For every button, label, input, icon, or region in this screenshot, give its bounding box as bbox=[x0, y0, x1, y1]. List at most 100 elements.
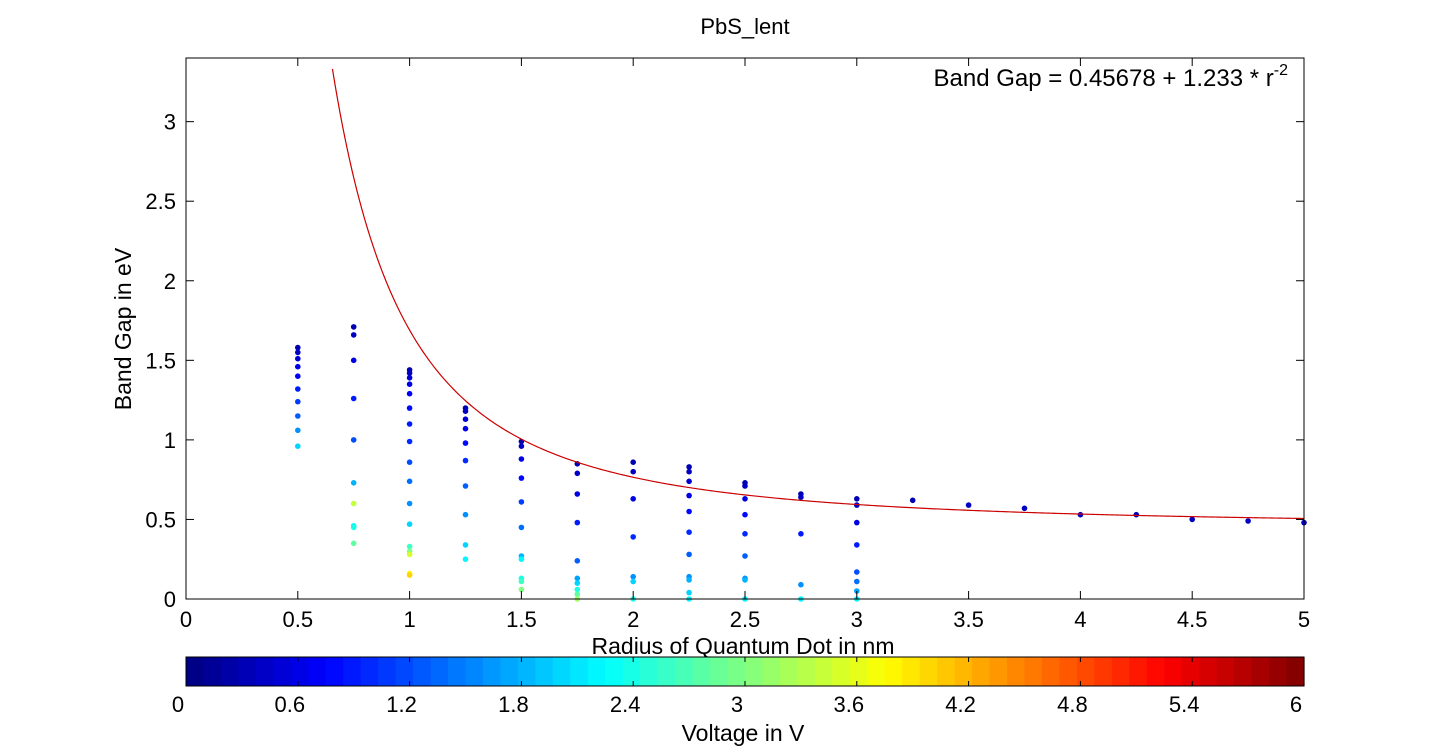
x-tick-label: 1 bbox=[403, 607, 415, 632]
data-point bbox=[406, 390, 413, 397]
data-point bbox=[406, 421, 413, 427]
x-axis-title: Radius of Quantum Dot in nm bbox=[592, 633, 895, 659]
colorbar-cell bbox=[220, 657, 240, 686]
data-point bbox=[350, 324, 357, 330]
data-point bbox=[295, 427, 301, 434]
y-tick-label: 0 bbox=[164, 587, 176, 612]
data-point bbox=[295, 443, 301, 450]
colorbar-cell bbox=[1076, 657, 1095, 686]
chart-title: PbS_lent bbox=[700, 14, 789, 39]
colorbar-cell bbox=[238, 657, 257, 686]
colorbar-cell bbox=[902, 657, 921, 686]
colorbar-cell bbox=[1059, 657, 1078, 686]
colorbar: 0 0.6 1.2 1.8 2.4 3 3.6 4.2 4.8 5.4 6 bbox=[172, 656, 1305, 717]
data-point bbox=[295, 349, 301, 356]
data-point bbox=[406, 438, 413, 445]
data-point bbox=[518, 456, 525, 462]
data-point bbox=[909, 497, 916, 504]
data-point bbox=[686, 577, 692, 583]
fit-curve bbox=[331, 68, 1305, 520]
data-point bbox=[854, 519, 860, 526]
data-point bbox=[406, 521, 413, 527]
colorbar-cell bbox=[954, 657, 973, 686]
colorbar-tick-label: 3.6 bbox=[834, 692, 865, 717]
data-point bbox=[295, 413, 301, 419]
colorbar-cell bbox=[1111, 657, 1130, 686]
data-point bbox=[350, 524, 357, 531]
colorbar-cell bbox=[972, 657, 991, 686]
colorbar-cell bbox=[884, 657, 903, 686]
data-point bbox=[406, 459, 413, 466]
data-point bbox=[854, 542, 860, 548]
colorbar-cell bbox=[849, 657, 868, 686]
x-tick-label: 3 bbox=[851, 607, 863, 632]
data-point bbox=[630, 468, 636, 475]
colorbar-cell bbox=[605, 657, 624, 686]
data-point bbox=[686, 464, 692, 470]
colorbar-cell bbox=[1041, 657, 1061, 686]
data-point bbox=[350, 480, 357, 486]
data-point bbox=[965, 502, 972, 508]
data-point bbox=[742, 577, 748, 583]
data-point bbox=[574, 519, 581, 526]
colorbar-cell bbox=[203, 657, 222, 686]
data-point bbox=[295, 363, 301, 370]
data-point bbox=[295, 344, 301, 351]
colorbar-cell bbox=[395, 657, 414, 686]
data-point bbox=[462, 440, 469, 446]
data-point bbox=[574, 491, 581, 497]
data-point bbox=[1245, 518, 1251, 524]
colorbar-title: Voltage in V bbox=[682, 720, 805, 746]
data-point bbox=[462, 457, 469, 464]
data-point bbox=[406, 500, 413, 507]
colorbar-cell bbox=[448, 657, 467, 686]
data-point bbox=[798, 581, 804, 588]
data-point bbox=[518, 524, 525, 531]
colorbar-cell bbox=[919, 657, 938, 686]
data-point bbox=[406, 572, 413, 578]
colorbar-cell bbox=[1199, 657, 1218, 686]
data-point bbox=[518, 556, 525, 562]
colorbar-cell bbox=[343, 657, 362, 686]
colorbar-ticks: 0 0.6 1.2 1.8 2.4 3 3.6 4.2 4.8 5.4 6 bbox=[172, 657, 1305, 717]
data-point bbox=[1021, 505, 1028, 512]
colorbar-tick-label: 3 bbox=[731, 692, 743, 717]
colorbar-cell bbox=[500, 657, 519, 686]
colorbar-cell bbox=[378, 657, 397, 686]
colorbar-cell bbox=[692, 657, 711, 686]
data-point bbox=[630, 573, 636, 580]
colorbar-cell bbox=[814, 657, 833, 686]
colorbar-cell bbox=[937, 657, 956, 686]
colorbar-cell bbox=[552, 657, 571, 686]
data-point bbox=[462, 511, 469, 518]
colorbar-tick-label: 4.2 bbox=[945, 692, 976, 717]
colorbar-cells bbox=[186, 657, 1305, 686]
y-axis-ticks: 0 0.5 1 1.5 2 2.5 3 bbox=[145, 110, 1304, 612]
x-tick-label: 5 bbox=[1298, 607, 1310, 632]
fit-equation-text: Band Gap = 0.45678 + 1.233 * r bbox=[934, 65, 1274, 92]
colorbar-cell bbox=[989, 657, 1008, 686]
data-point bbox=[295, 373, 301, 380]
y-tick-label: 2 bbox=[164, 269, 176, 294]
colorbar-cell bbox=[587, 657, 606, 686]
colorbar-cell bbox=[745, 657, 764, 686]
x-tick-label: 4.5 bbox=[1177, 607, 1208, 632]
data-point bbox=[518, 475, 525, 481]
data-point bbox=[574, 586, 581, 593]
data-point bbox=[742, 496, 748, 502]
colorbar-cell bbox=[657, 657, 676, 686]
colorbar-cell bbox=[762, 657, 781, 686]
data-point bbox=[686, 551, 692, 558]
data-point bbox=[406, 543, 413, 550]
data-point bbox=[630, 496, 636, 502]
data-point bbox=[350, 357, 357, 364]
y-axis-title: Band Gap in eV bbox=[110, 247, 136, 410]
data-point bbox=[574, 575, 581, 582]
data-point bbox=[574, 558, 581, 564]
data-point bbox=[854, 569, 860, 575]
colorbar-tick-label: 1.8 bbox=[498, 692, 529, 717]
data-point bbox=[1077, 511, 1084, 518]
colorbar-cell bbox=[727, 657, 746, 686]
data-point bbox=[686, 468, 692, 475]
